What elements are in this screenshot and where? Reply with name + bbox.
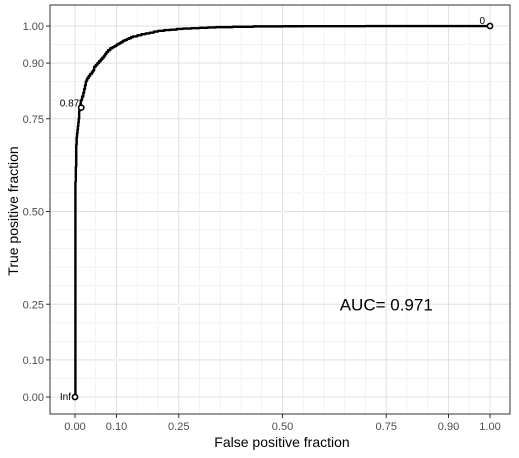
cutoff-point <box>77 104 85 112</box>
cutoff-label: 0 <box>479 16 485 27</box>
cutoff-label: 0.87 <box>60 99 80 110</box>
x-tick-label: 0.10 <box>106 421 127 433</box>
y-tick-label: 0.25 <box>23 299 44 311</box>
x-axis-title: False positive fraction <box>214 434 349 450</box>
y-tick-label: 0.10 <box>23 355 44 367</box>
x-tick-label: 0.90 <box>438 421 459 433</box>
x-tick-label: 0.50 <box>272 421 293 433</box>
cutoff-point <box>71 393 79 401</box>
x-tick-label: 0.25 <box>168 421 189 433</box>
y-tick-label: 0.75 <box>23 114 44 126</box>
y-tick-label: 0.90 <box>23 58 44 70</box>
x-tick-label: 1.00 <box>479 421 500 433</box>
y-tick-label: 0.50 <box>23 207 44 219</box>
x-tick-label: 0.00 <box>64 421 85 433</box>
cutoff-point <box>486 22 494 30</box>
plot-panel-background <box>50 5 510 414</box>
auc-annotation: AUC= 0.971 <box>340 295 433 314</box>
y-tick-label: 0.00 <box>23 392 44 404</box>
diagonal-reference-line <box>74 25 491 398</box>
cutoff-label: Inf <box>60 392 71 403</box>
x-tick-label: 0.75 <box>376 421 397 433</box>
y-tick-label: 1.00 <box>23 21 44 33</box>
x-axis-ticks: 0.00 0.10 0.25 0.50 0.75 0.90 1.00 <box>64 414 501 433</box>
cutoff-points: Inf 0.87 0 <box>60 16 494 403</box>
y-axis-ticks: 0.00 0.10 0.25 0.50 0.75 0.90 1.00 <box>23 21 50 404</box>
y-axis-title: True positive fraction <box>5 146 21 275</box>
plot-panel-border <box>49 4 511 415</box>
